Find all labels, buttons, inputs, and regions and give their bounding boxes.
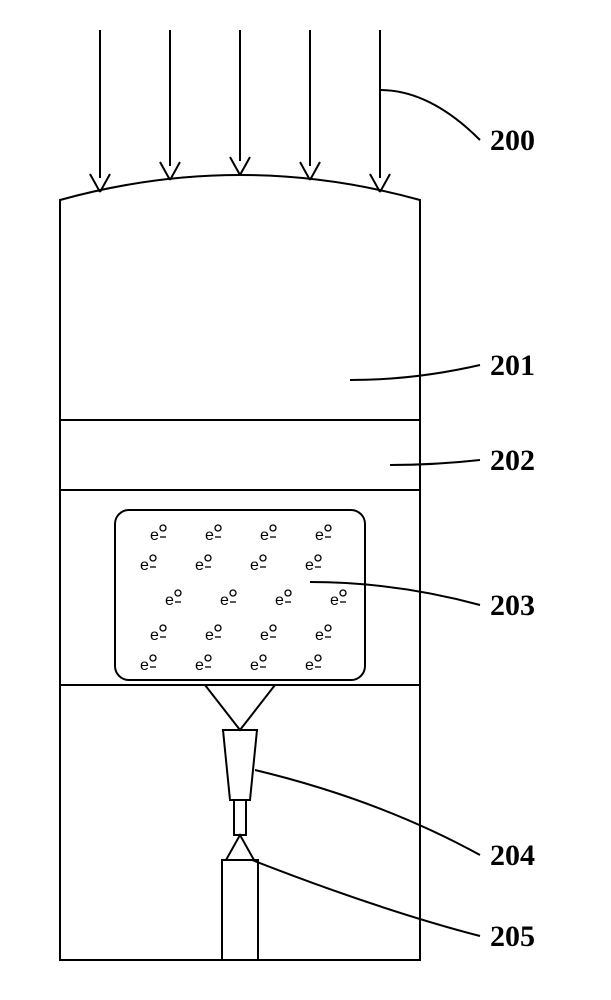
svg-text:e: e [250,557,259,574]
electron-glyph: e [305,655,321,674]
funnel-neck [234,800,246,835]
label-202: 202 [490,444,535,477]
svg-text:e: e [260,627,269,644]
svg-text:e: e [260,527,269,544]
electron-glyph: e [150,625,166,644]
funnel-top [205,685,275,730]
electron-glyph: e [330,590,346,609]
label-205: 205 [490,920,535,953]
electron-glyph: e [195,655,211,674]
funnel-trap [223,730,257,800]
electron-glyph: e [250,555,266,574]
svg-text:e: e [140,557,149,574]
electron-glyph: e [220,590,236,609]
svg-text:e: e [315,627,324,644]
leader-204 [255,770,480,855]
electron-glyph: e [250,655,266,674]
svg-text:e: e [140,657,149,674]
electron-glyph: e [165,590,181,609]
leader-201 [350,365,480,380]
svg-text:e: e [205,527,214,544]
svg-text:e: e [150,527,159,544]
label-200: 200 [490,124,535,157]
electron-glyph: e [205,625,221,644]
electron-glyph: e [315,525,331,544]
column-205 [222,860,258,960]
funnel-tip [226,835,254,860]
label-203: 203 [490,589,535,622]
svg-text:e: e [195,557,204,574]
svg-text:e: e [165,592,174,609]
svg-text:e: e [220,592,229,609]
leader-200 [380,90,480,140]
svg-text:e: e [330,592,339,609]
svg-text:e: e [250,657,259,674]
label-204: 204 [490,839,535,872]
electron-glyph: e [140,555,156,574]
electron-glyph: e [275,590,291,609]
svg-text:e: e [315,527,324,544]
leader-202 [390,460,480,465]
electron-glyph: e [140,655,156,674]
leader-205 [252,860,480,936]
svg-text:e: e [305,557,314,574]
electron-glyph: e [305,555,321,574]
electron-glyph: e [150,525,166,544]
svg-text:e: e [305,657,314,674]
svg-text:e: e [150,627,159,644]
svg-text:e: e [205,627,214,644]
svg-text:e: e [275,592,284,609]
electron-glyph: e [195,555,211,574]
svg-text:e: e [195,657,204,674]
electron-glyph: e [205,525,221,544]
electron-glyph: e [260,625,276,644]
electron-glyph: e [315,625,331,644]
label-201: 201 [490,349,535,382]
electron-glyph: e [260,525,276,544]
